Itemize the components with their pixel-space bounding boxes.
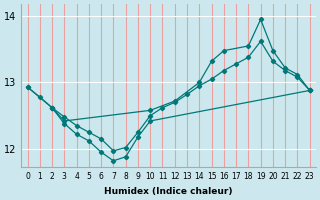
X-axis label: Humidex (Indice chaleur): Humidex (Indice chaleur) bbox=[104, 187, 233, 196]
